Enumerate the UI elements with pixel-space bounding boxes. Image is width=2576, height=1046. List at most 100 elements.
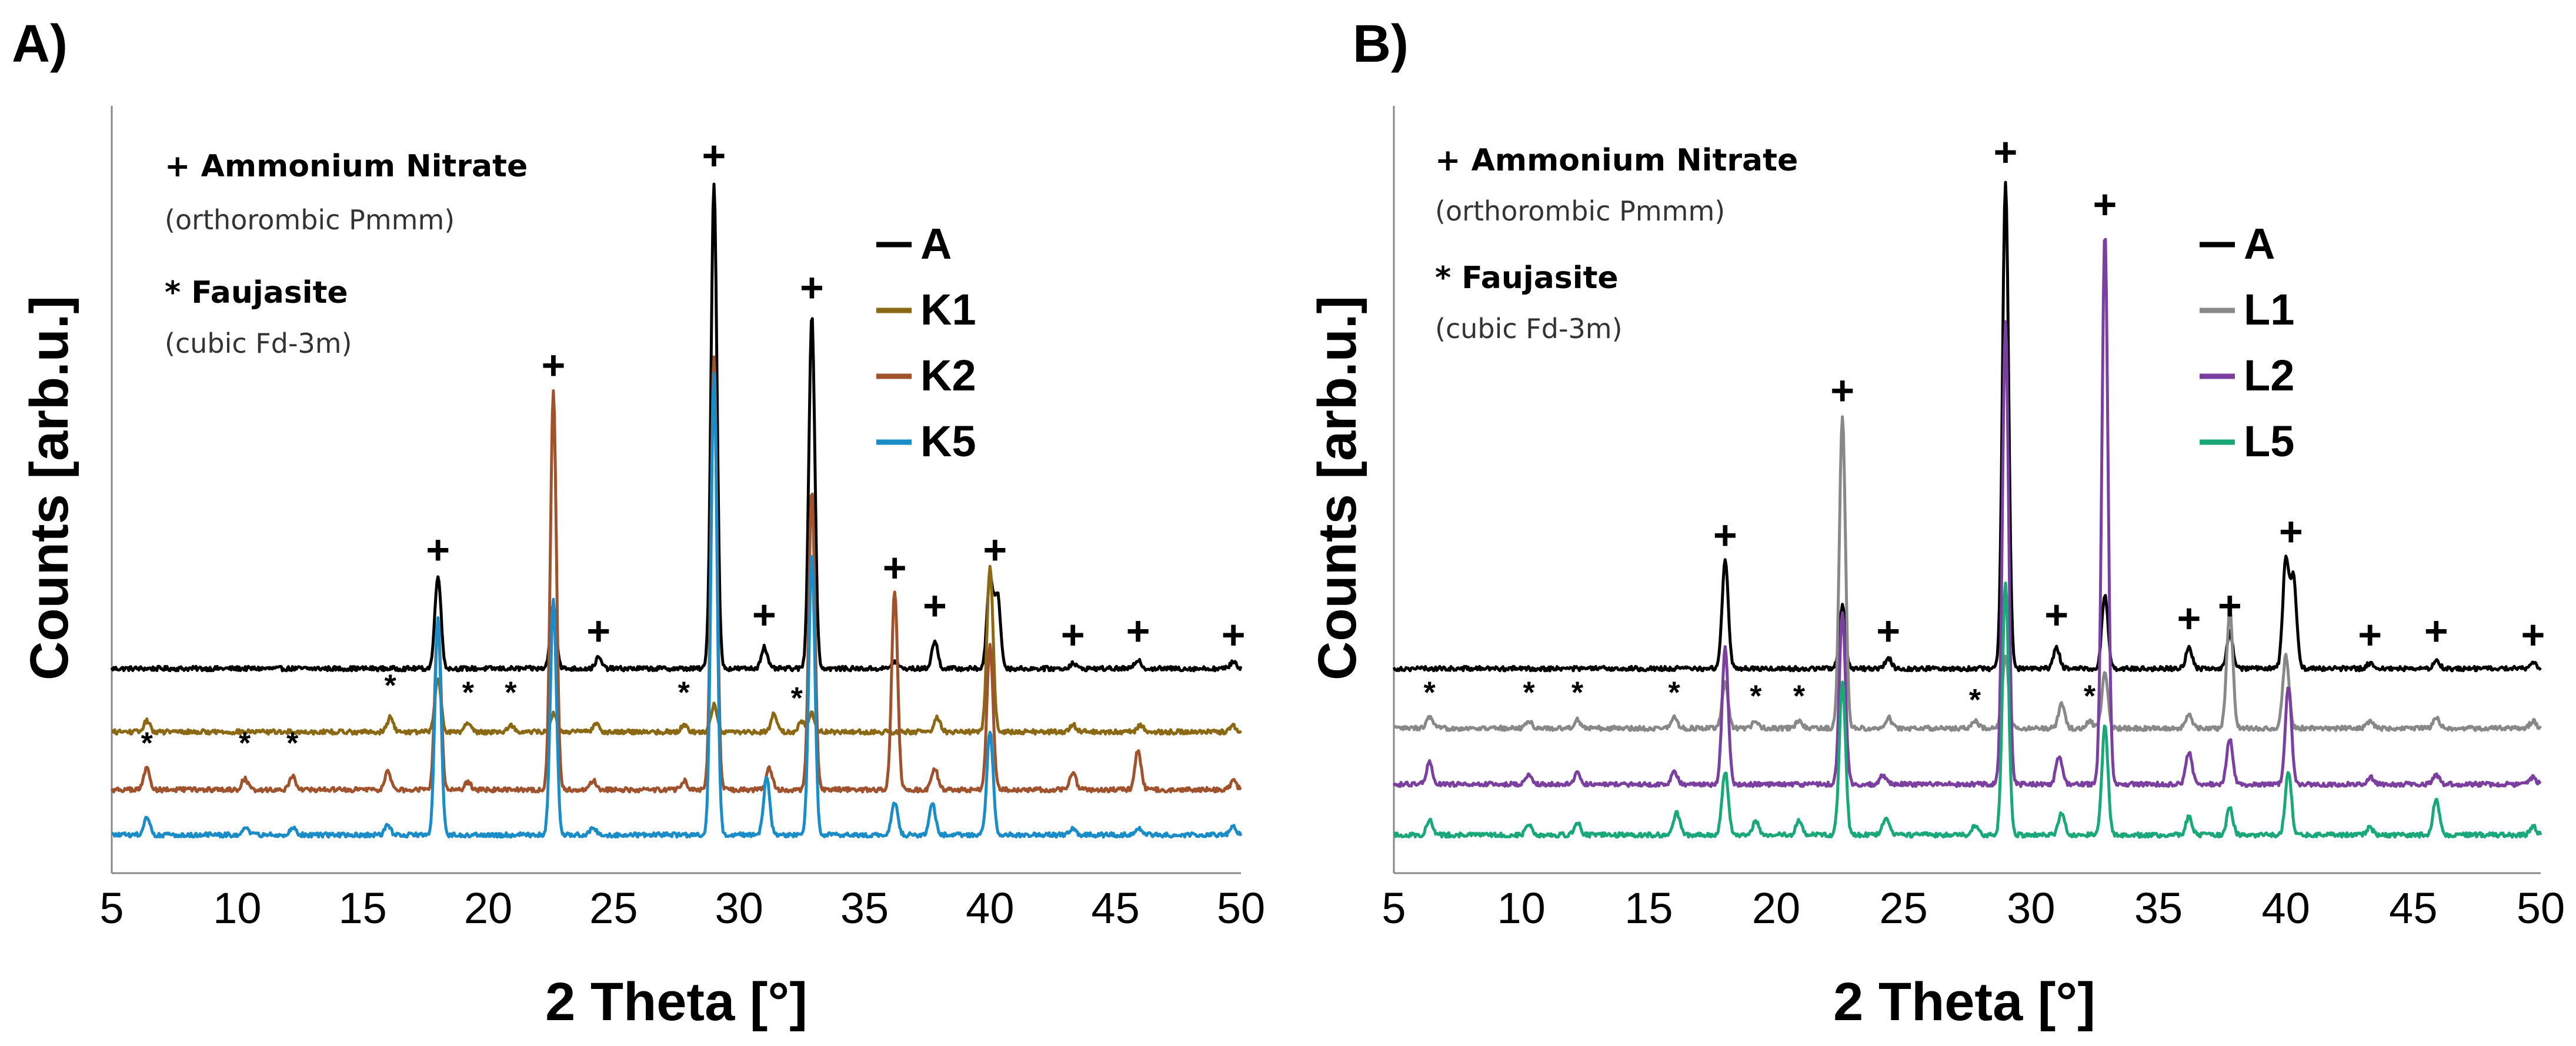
- plus-marker: +: [2177, 596, 2201, 641]
- x-tick-label: 25: [1880, 884, 1928, 933]
- panel-a-x-ticks: 5 10 15 20 25 30 35 40 45 50: [99, 884, 1265, 933]
- plus-marker: +: [883, 545, 907, 591]
- star-marker: *: [1793, 680, 1806, 714]
- plus-marker: +: [2044, 591, 2068, 637]
- plus-marker: +: [983, 527, 1007, 573]
- plus-marker: +: [2279, 509, 2303, 554]
- plus-marker: +: [1061, 611, 1085, 657]
- star-marker: *: [1969, 683, 1981, 717]
- x-tick-label: 10: [213, 884, 261, 933]
- panel-b-legend: A L1 L2 L5: [2200, 219, 2294, 466]
- x-tick-label: 50: [1217, 884, 1265, 933]
- panel-b: B) Counts [arb.u.] 2 Theta [°] + Ammoniu…: [1307, 15, 2565, 1032]
- panel-a-annot-faujasite: * Faujasite: [165, 275, 348, 310]
- series-line-k1: [111, 564, 1243, 736]
- series-line-k5: [111, 372, 1243, 839]
- legend-label-a: A: [920, 219, 952, 268]
- panel-a-series: [110, 182, 1243, 839]
- star-marker: *: [1571, 676, 1584, 710]
- star-marker: *: [286, 727, 299, 761]
- panel-b-x-ticks: 5 10 15 20 25 30 35 40 45 50: [1382, 884, 2565, 933]
- plus-marker: +: [1876, 608, 1900, 654]
- panel-a-markers: + + + + + + + + + + + + * * * * * * * *: [141, 132, 1246, 760]
- x-tick-label: 20: [464, 884, 512, 933]
- plus-marker: +: [702, 132, 726, 178]
- plus-marker: +: [1830, 367, 1854, 413]
- series-line-a: [110, 182, 1243, 673]
- plus-marker: +: [541, 342, 565, 388]
- panel-b-annot-faujasite: * Faujasite: [1435, 260, 1619, 296]
- plus-marker: +: [586, 608, 610, 654]
- star-marker: *: [2084, 680, 2096, 714]
- legend-label-k5: K5: [920, 417, 976, 466]
- x-tick-label: 50: [2517, 884, 2565, 933]
- legend-label-l5: L5: [2244, 417, 2294, 466]
- x-tick-label: 40: [966, 884, 1014, 933]
- plus-marker: +: [1126, 608, 1150, 654]
- x-tick-label: 30: [715, 884, 763, 933]
- panel-a-y-axis-title: Counts [arb.u.]: [19, 296, 79, 680]
- plus-marker: +: [1222, 611, 1246, 657]
- panel-b-series: [1392, 181, 2542, 839]
- panel-a-annot-cubic: (cubic Fd-3m): [165, 327, 352, 359]
- x-tick-label: 15: [339, 884, 387, 933]
- legend-label-k2: K2: [920, 351, 976, 400]
- panel-b-markers: + + + + + + + + + + + + * * * * * * * *: [1424, 129, 2545, 717]
- plus-marker: +: [426, 527, 450, 573]
- x-tick-label: 45: [2389, 884, 2437, 933]
- panel-a-x-axis-title: 2 Theta [°]: [545, 972, 807, 1032]
- star-marker: *: [678, 676, 690, 710]
- panel-b-annot-orthorombic: (orthorombic Pmmm): [1435, 195, 1725, 227]
- x-tick-label: 45: [1092, 884, 1140, 933]
- panel-b-x-axis-title: 2 Theta [°]: [1833, 972, 2095, 1032]
- series-line-a: [1392, 181, 2542, 673]
- panel-b-label: B): [1353, 15, 1409, 73]
- panel-a-annot-orthorombic: (orthorombic Pmmm): [165, 204, 455, 236]
- star-marker: *: [791, 681, 803, 716]
- star-marker: *: [141, 727, 154, 761]
- x-tick-label: 5: [99, 884, 124, 933]
- panel-a-legend: A K1 K2 K5: [876, 219, 976, 466]
- plus-marker: +: [923, 583, 947, 629]
- plus-marker: +: [2218, 583, 2242, 629]
- x-tick-label: 30: [2007, 884, 2055, 933]
- star-marker: *: [462, 676, 475, 710]
- star-marker: *: [1750, 680, 1762, 714]
- plus-marker: +: [800, 265, 824, 310]
- series-line-l2: [1392, 238, 2542, 788]
- panel-b-annot-cubic: (cubic Fd-3m): [1435, 313, 1623, 345]
- legend-label-k1: K1: [920, 285, 976, 334]
- panel-a: A) Counts [arb.u.] 2 Theta [°] + Ammoniu…: [12, 15, 1265, 1032]
- x-tick-label: 10: [1497, 884, 1546, 933]
- series-line-l1: [1393, 415, 2542, 732]
- x-tick-label: 35: [2134, 884, 2183, 933]
- x-tick-label: 25: [589, 884, 638, 933]
- star-marker: *: [505, 676, 517, 710]
- panel-b-annot-ammonium-nitrate: + Ammonium Nitrate: [1435, 143, 1798, 178]
- star-marker: *: [239, 727, 251, 761]
- plus-marker: +: [1713, 512, 1737, 558]
- legend-label-l1: L1: [2244, 285, 2294, 334]
- x-tick-label: 15: [1624, 884, 1673, 933]
- x-tick-label: 35: [840, 884, 889, 933]
- series-line-k2: [110, 355, 1242, 794]
- plus-marker: +: [2093, 181, 2117, 227]
- legend-label-l2: L2: [2244, 351, 2294, 400]
- x-tick-label: 5: [1382, 884, 1406, 933]
- panel-a-annot-ammonium-nitrate: + Ammonium Nitrate: [165, 149, 528, 184]
- x-tick-label: 40: [2262, 884, 2310, 933]
- x-tick-label: 20: [1752, 884, 1800, 933]
- plus-marker: +: [2424, 608, 2448, 654]
- star-marker: *: [384, 669, 396, 703]
- plus-marker: +: [2521, 611, 2545, 657]
- panel-b-y-axis-title: Counts [arb.u.]: [1307, 296, 1367, 680]
- series-line-l5: [1393, 582, 2542, 839]
- star-marker: *: [1669, 676, 1681, 710]
- plus-marker: +: [752, 591, 776, 637]
- legend-label-a: A: [2244, 219, 2275, 268]
- star-marker: *: [1424, 676, 1436, 710]
- star-marker: *: [1523, 676, 1536, 710]
- panel-a-label: A): [12, 15, 68, 73]
- plus-marker: +: [1994, 129, 2018, 175]
